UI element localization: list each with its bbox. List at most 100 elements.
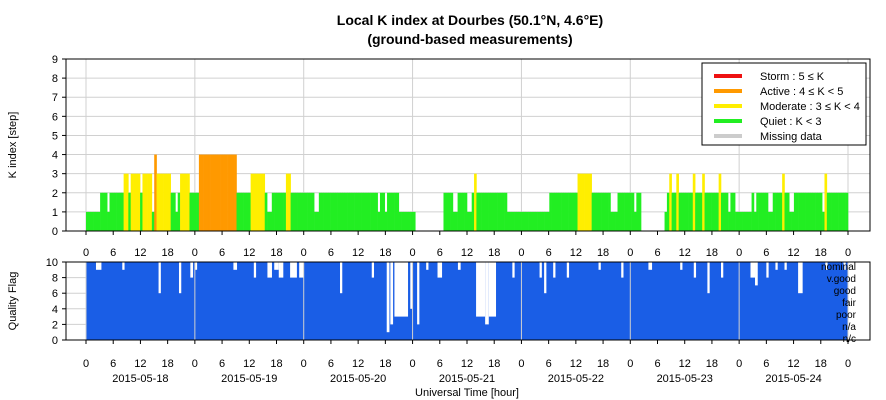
k-bar bbox=[523, 211, 527, 231]
q-x-tick-label: 6 bbox=[110, 358, 116, 370]
k-bar bbox=[800, 192, 804, 231]
k-bar bbox=[535, 211, 538, 231]
quality-dip bbox=[194, 262, 198, 270]
quality-flag-x-ticks: 0 6 12 18 0 6 12 18 0 6 12 18 0 6 12 18 0 6 12 18 0 6 12 18 0 6 12… bbox=[83, 340, 851, 370]
k-x-tick-label: 12 bbox=[679, 247, 691, 259]
q-x-tick-label: 18 bbox=[706, 358, 718, 370]
k-bar bbox=[140, 192, 143, 231]
k-bar bbox=[608, 192, 611, 231]
k-bar bbox=[142, 173, 146, 231]
k-x-tick-label: 6 bbox=[437, 247, 443, 259]
k-bar bbox=[765, 192, 769, 231]
k-y-tick-label: 2 bbox=[52, 188, 58, 200]
k-bar bbox=[382, 192, 385, 231]
k-bar bbox=[396, 192, 400, 231]
q-x-tick-label: 6 bbox=[546, 358, 552, 370]
k-bar bbox=[340, 192, 343, 231]
k-bar bbox=[227, 154, 230, 231]
k-bar bbox=[100, 192, 103, 231]
k-x-tick-label: 18 bbox=[488, 247, 500, 259]
k-bar bbox=[584, 173, 588, 231]
k-x-tick-label: 6 bbox=[654, 247, 660, 259]
k-bar bbox=[370, 192, 374, 231]
k-bar bbox=[596, 192, 600, 231]
k-bar bbox=[556, 192, 560, 231]
k-x-tick-label: 0 bbox=[627, 247, 633, 259]
chart-title: Local K index at Dourbes (50.1°N, 4.6°E) bbox=[337, 12, 603, 28]
k-bar bbox=[391, 192, 395, 231]
quality-flag-label: poor bbox=[836, 310, 857, 321]
k-bar bbox=[161, 173, 164, 231]
k-bar bbox=[111, 192, 115, 231]
quality-dip bbox=[539, 262, 542, 278]
k-bar bbox=[349, 192, 353, 231]
k-bar bbox=[135, 173, 139, 231]
k-y-tick-label: 6 bbox=[52, 111, 58, 123]
quality-fill bbox=[86, 262, 848, 340]
quality-flag-label: good bbox=[834, 286, 856, 297]
k-bar bbox=[730, 192, 734, 231]
k-bar bbox=[570, 192, 574, 231]
k-bar bbox=[786, 192, 790, 231]
k-bar bbox=[238, 192, 242, 231]
k-bar bbox=[288, 173, 291, 231]
k-bar bbox=[314, 211, 317, 231]
k-bar bbox=[351, 192, 355, 231]
k-bar bbox=[692, 173, 696, 231]
k-bar bbox=[368, 192, 371, 231]
k-bar bbox=[262, 173, 266, 231]
k-bar bbox=[803, 192, 806, 231]
k-bar bbox=[506, 211, 510, 231]
quality-flag-label: n/a bbox=[842, 322, 856, 333]
chart-subtitle: (ground-based measurements) bbox=[367, 31, 572, 47]
k-bar bbox=[483, 192, 487, 231]
k-bar bbox=[448, 192, 451, 231]
q-x-tick-label: 12 bbox=[679, 358, 691, 370]
quality-dip bbox=[485, 262, 489, 325]
k-bar bbox=[537, 211, 541, 231]
k-bar bbox=[490, 192, 494, 231]
k-bar bbox=[363, 192, 367, 231]
k-bar bbox=[302, 192, 306, 231]
k-bar bbox=[591, 192, 595, 231]
quality-dip bbox=[299, 262, 304, 278]
k-bar bbox=[401, 211, 404, 231]
k-bar bbox=[137, 173, 141, 231]
quality-dip bbox=[122, 262, 125, 270]
legend: Storm : 5 ≤ K Active : 4 ≤ K < 5 Moderate … bbox=[701, 62, 867, 146]
k-bar bbox=[499, 192, 503, 231]
k-bar bbox=[342, 192, 346, 231]
k-bar bbox=[229, 154, 233, 231]
k-bar bbox=[810, 192, 814, 231]
q-x-tick-label: 0 bbox=[410, 358, 416, 370]
k-bar bbox=[673, 192, 677, 231]
k-bar bbox=[311, 192, 315, 231]
k-bar bbox=[775, 192, 778, 231]
k-bar bbox=[678, 192, 682, 231]
k-bar bbox=[252, 173, 256, 231]
k-bar bbox=[697, 192, 701, 231]
k-bar bbox=[772, 192, 776, 231]
k-y-tick-label: 8 bbox=[52, 73, 58, 85]
k-bar bbox=[231, 154, 235, 231]
k-bar bbox=[245, 192, 249, 231]
k-bar bbox=[702, 173, 705, 231]
q-x-tick-label: 18 bbox=[270, 358, 282, 370]
k-bar bbox=[603, 192, 607, 231]
k-index-y-ticks: 0 1 2 3 4 5 6 7 8 9 bbox=[52, 54, 66, 238]
k-bar bbox=[361, 192, 364, 231]
k-bar bbox=[220, 154, 223, 231]
k-bar bbox=[168, 173, 171, 231]
k-bar bbox=[815, 192, 818, 231]
date-labels: 2015-05-18 2015-05-19 2015-05-20 2015-05-21… bbox=[112, 373, 821, 385]
k-bar bbox=[398, 211, 402, 231]
k-bar bbox=[354, 192, 357, 231]
k-bar bbox=[478, 192, 482, 231]
k-bar bbox=[224, 154, 228, 231]
k-bar bbox=[88, 211, 92, 231]
quality-flag-grid bbox=[66, 261, 849, 341]
k-bar bbox=[144, 173, 148, 231]
date-label: 2015-05-20 bbox=[330, 373, 386, 385]
k-bar bbox=[297, 192, 301, 231]
